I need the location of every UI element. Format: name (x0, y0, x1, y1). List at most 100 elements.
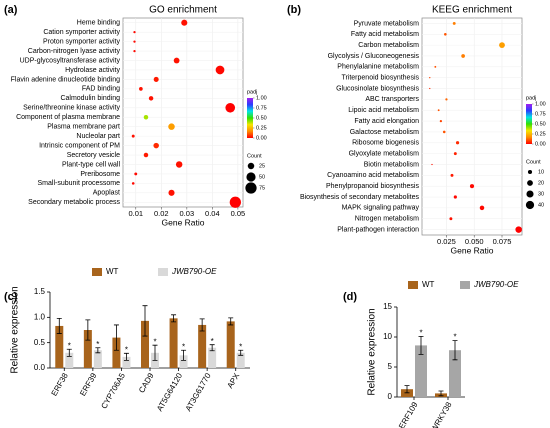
category-label: Biotin metabolism (364, 161, 419, 168)
x-tick-label: 0.03 (180, 209, 195, 218)
bar (93, 350, 102, 368)
dot (229, 196, 241, 208)
dot (168, 189, 175, 196)
category-label: Fatty acid elongation (354, 118, 419, 125)
dot (455, 141, 460, 145)
dot (444, 32, 447, 36)
x-tick-label: 0.04 (205, 209, 220, 218)
dot (133, 31, 136, 34)
significance-label: * (453, 333, 456, 342)
y-tick-label: 5 (388, 362, 393, 371)
x-axis-label: Gene Ratio (162, 217, 205, 227)
error-bar (228, 317, 234, 326)
dot (131, 182, 135, 185)
category-label: Nitrogen metabolism (355, 216, 419, 223)
legend-label: JWB790-OE (473, 280, 519, 289)
plot-area (421, 17, 523, 236)
error-bar (199, 318, 205, 332)
dot (143, 152, 149, 158)
colorbar-tick-label: 0.75 (256, 105, 267, 111)
error-bar (438, 390, 444, 397)
dot (515, 226, 522, 233)
category-label: Secondary metabolic process (28, 199, 120, 206)
colorbar-tick-label: 0.00 (256, 135, 267, 141)
size-legend-label: 20 (538, 180, 544, 186)
dot (429, 87, 431, 90)
dot (429, 77, 431, 79)
panel-label: (b) (287, 4, 301, 16)
category-label: Carbon metabolism (358, 42, 419, 49)
colorbar (526, 104, 532, 144)
dot (449, 217, 453, 221)
dot (131, 134, 135, 138)
x-tick-label: AT3G61770 (184, 371, 213, 413)
error-bar (452, 340, 458, 361)
bar (65, 352, 74, 368)
error-bar (66, 348, 72, 357)
dot (437, 109, 440, 112)
significance-label: * (239, 342, 242, 351)
category-label: Cyanoamino acid metabolism (327, 172, 419, 179)
category-label: Hydrolase activity (65, 67, 120, 74)
colorbar-tick-label: 1.00 (535, 101, 546, 107)
category-label: Intrinsic component of PM (39, 142, 120, 149)
dot (133, 49, 136, 53)
error-bar (95, 347, 101, 354)
category-label: Glucosinolate biosynthesis (336, 85, 419, 92)
category-label: Cation symporter activity (43, 29, 120, 36)
size-legend-label: 50 (259, 174, 265, 180)
size-legend-label: 30 (538, 191, 544, 197)
category-label: Carbon-nitrogen lyase activity (28, 48, 121, 55)
size-legend-dot (247, 162, 255, 170)
bar (112, 337, 121, 368)
y-tick-label: 0.0 (34, 363, 46, 372)
x-tick-label: 0.01 (128, 209, 143, 218)
category-label: Pyruvate metabolism (354, 20, 420, 27)
x-tick-label: 0.02 (154, 209, 169, 218)
category-label: FAD binding (82, 86, 120, 93)
x-tick-label: ERF38 (50, 371, 71, 398)
category-label: Serine/threonine kinase activity (23, 105, 120, 112)
colorbar-tick-label: 0.50 (535, 121, 546, 127)
error-bar (181, 349, 187, 361)
y-axis-label: Relative expression (10, 286, 21, 373)
category-label: Heme binding (77, 20, 120, 27)
x-tick-label: CYP706A5 (99, 371, 127, 410)
category-label: Triterpenoid biosynthesis (341, 75, 419, 82)
category-label: Plasma membrane part (47, 124, 120, 131)
colorbar-tick-label: 1.00 (256, 95, 267, 101)
dot (461, 54, 465, 58)
size-legend-title: Count (247, 153, 262, 159)
bar (179, 355, 188, 368)
significance-label: * (153, 337, 156, 346)
dot (442, 130, 446, 134)
size-legend-label: 75 (259, 185, 265, 191)
category-label: Phenylpropanoid biosynthesis (326, 183, 420, 190)
x-axis-label: Gene Ratio (451, 245, 494, 255)
dot (225, 102, 236, 113)
legend-swatch (460, 281, 470, 289)
category-label: UDP-glycosyltransferase activity (20, 57, 121, 64)
dot (499, 42, 505, 49)
size-legend-dot (245, 182, 257, 194)
y-tick-label: 1.0 (34, 312, 46, 321)
legend-label: WT (106, 267, 119, 276)
plot-area (122, 17, 244, 208)
dot (453, 152, 457, 156)
dot (452, 21, 456, 25)
bar (169, 318, 178, 368)
colorbar-tick-label: 0.00 (535, 141, 546, 147)
size-legend-dot (527, 169, 533, 175)
size-legend-label: 25 (259, 163, 265, 169)
category-label: Apoplast (93, 190, 120, 197)
category-label: Ribosome biogenesis (352, 140, 419, 147)
bar (236, 352, 245, 368)
legend-swatch (158, 268, 168, 276)
category-label: Secretory vesicle (67, 152, 120, 159)
x-tick-label: 0.025 (437, 237, 456, 246)
color-legend-title: padj (526, 95, 536, 101)
category-label: Component of plasma membrane (16, 114, 120, 121)
chart-title: KEEG enrichment (432, 5, 512, 16)
category-label: Plant-pathogen interaction (337, 226, 419, 233)
size-legend-title: Count (526, 159, 541, 165)
